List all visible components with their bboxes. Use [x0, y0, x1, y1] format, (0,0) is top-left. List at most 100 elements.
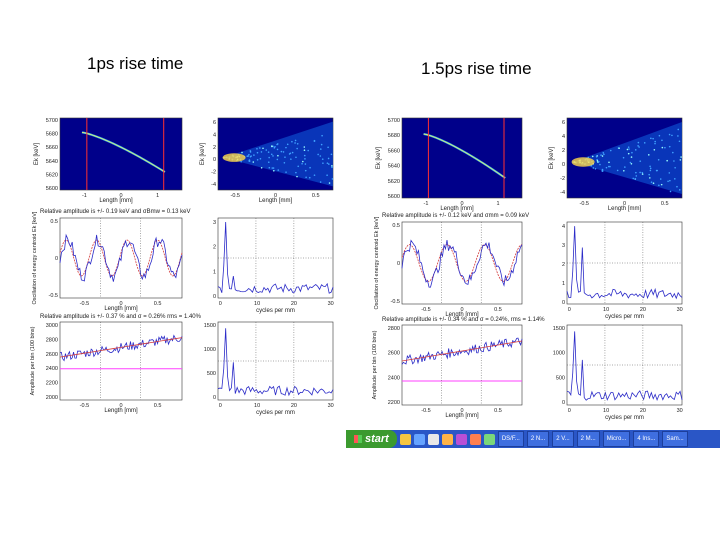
scatter-point — [328, 182, 331, 184]
y-tick-label: 2 — [213, 145, 216, 151]
scatter-point — [664, 146, 666, 149]
y-tick-label: 1 — [213, 269, 216, 275]
scatter-point — [635, 175, 638, 177]
current-profile — [59, 334, 183, 362]
quick-launch-icon[interactable] — [441, 433, 453, 445]
quick-launch-icon[interactable] — [399, 433, 411, 445]
scatter-point — [305, 176, 307, 179]
scatter-point — [248, 153, 250, 156]
scatter-point — [659, 178, 662, 180]
oscillation-fit — [401, 244, 523, 282]
quick-launch-icon[interactable] — [413, 433, 425, 445]
scatter-point — [649, 169, 652, 172]
quick-launch-icon[interactable] — [455, 433, 467, 445]
y-tick-label: 1000 — [204, 347, 216, 353]
x-tick-label: 0 — [274, 193, 277, 199]
x-tick-label: 0 — [460, 201, 463, 207]
y-tick-label: 5640 — [388, 164, 400, 170]
scatter-point — [294, 139, 297, 142]
taskbar-task-button[interactable]: Micro... — [602, 431, 631, 447]
scatter-point — [654, 140, 656, 143]
y-tick-label: 1 — [562, 281, 565, 287]
y-axis-label: Amplitude per bin (100 bins) — [372, 330, 378, 399]
scatter-point — [622, 156, 625, 159]
scatter-point — [596, 160, 599, 162]
x-tick-label: 1 — [156, 193, 159, 199]
y-tick-label: 5620 — [388, 179, 400, 185]
scatter-point — [313, 140, 316, 142]
oscillation-measured — [401, 239, 523, 288]
y-axis-label: Amplitude per bin (100 bins) — [30, 326, 36, 395]
x-axis-label: cycles per mm — [256, 410, 295, 416]
start-button[interactable]: start — [346, 430, 397, 448]
left-figure: 5700 5680 5660 5640 5620 5600 Ek [keV] -1 0 1 Leng… — [30, 117, 334, 416]
scatter-point — [253, 154, 255, 156]
y-axis-label: Ek [keV] — [549, 146, 555, 169]
taskbar-task-button[interactable]: 4 Ins... — [633, 431, 660, 447]
y-tick-label: 5660 — [388, 148, 400, 154]
y-tick-label: 0 — [213, 294, 216, 300]
scatter-point — [276, 158, 279, 161]
scatter-point — [630, 156, 633, 158]
y-tick-label: 0 — [562, 400, 565, 406]
current-profile-fit — [401, 340, 523, 362]
scatter-point — [250, 155, 252, 157]
scatter-point — [294, 142, 296, 144]
x-tick-label: 0 — [460, 307, 463, 313]
scatter-point — [285, 171, 287, 173]
y-tick-label: -2 — [211, 170, 216, 176]
scatter-point — [658, 134, 661, 137]
scatter-point — [601, 170, 604, 172]
quick-launch-icon[interactable] — [469, 433, 481, 445]
scatter-point — [637, 145, 639, 147]
scatter-point — [641, 173, 644, 175]
scatter-point — [330, 153, 333, 156]
x-axis-label: cycles per mm — [605, 415, 644, 421]
scatter-point — [630, 162, 633, 165]
quick-launch-icon[interactable] — [483, 433, 495, 445]
oscillation-measured — [59, 233, 183, 282]
taskbar-task-button[interactable]: Sam... — [662, 431, 688, 447]
scatter-point — [268, 166, 271, 169]
x-tick-label: -1 — [424, 201, 429, 207]
y-tick-label: 2 — [562, 262, 565, 268]
y-tick-label: 2200 — [46, 381, 58, 387]
scatter-point — [296, 142, 299, 145]
taskbar-task-button[interactable]: 2 V... — [552, 431, 574, 447]
hot-spot — [222, 153, 246, 162]
taskbar-task-button[interactable]: DS/F... — [497, 431, 524, 447]
scatter-point — [248, 160, 250, 162]
x-axis-label: Length [mm] — [99, 198, 133, 204]
x-tick-label: 10 — [603, 408, 609, 414]
taskbar-task-button[interactable]: 2 M... — [576, 431, 600, 447]
quick-launch-icon[interactable] — [427, 433, 439, 445]
x-tick-label: 20 — [291, 403, 297, 409]
x-tick-label: 0 — [460, 408, 463, 414]
y-tick-label: 6 — [213, 120, 216, 126]
current-profile-fit — [59, 337, 183, 358]
scatter-point — [319, 181, 322, 183]
x-axis-label: cycles per mm — [256, 308, 295, 314]
scatter-point — [673, 160, 675, 162]
scatter-point — [322, 162, 324, 164]
x-axis-label: Length [mm] — [608, 206, 642, 212]
taskbar-task-button[interactable]: 2 N... — [526, 431, 550, 447]
scatter-point — [623, 169, 625, 172]
y-tick-label: 5700 — [46, 118, 58, 124]
scatter-point — [327, 157, 330, 160]
phase-space-plot — [59, 117, 183, 191]
y-tick-label: 5660 — [46, 145, 58, 151]
scatter-point — [286, 143, 289, 146]
scatter-point — [271, 167, 274, 169]
scatter-point — [271, 145, 273, 147]
y-tick-label: -2 — [560, 176, 565, 182]
scatter-point — [600, 154, 602, 156]
scatter-point — [628, 148, 630, 150]
y-tick-label: 2 — [562, 148, 565, 154]
scatter-point — [639, 160, 642, 162]
scatter-point — [307, 149, 309, 152]
current-profile-plot — [59, 321, 183, 401]
scatter-point — [295, 156, 297, 159]
scatter-point — [667, 180, 669, 183]
x-tick-label: -1 — [82, 193, 87, 199]
